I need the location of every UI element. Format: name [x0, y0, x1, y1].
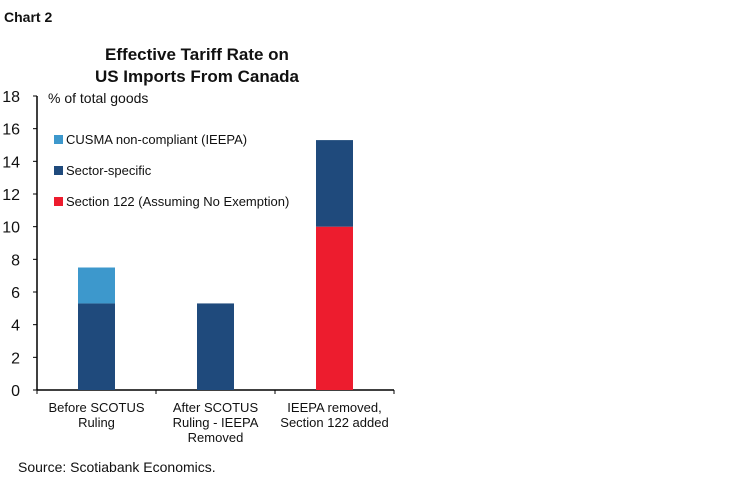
x-category-label: Section 122 added [280, 415, 388, 430]
y-tick-label: 2 [11, 350, 20, 367]
legend-label: CUSMA non-compliant (IEEPA) [66, 132, 247, 147]
y-tick-label: 12 [2, 187, 20, 204]
x-category-label: After SCOTUS [173, 400, 259, 415]
y-axis-label: % of total goods [48, 90, 148, 106]
y-tick-label: 10 [2, 220, 20, 237]
y-tick-label: 8 [11, 252, 20, 269]
chart-title-line-1: Effective Tariff Rate on [105, 45, 289, 64]
legend-swatch [54, 166, 63, 175]
y-tick-label: 18 [2, 89, 20, 106]
x-category-label: IEEPA removed, [287, 400, 381, 415]
bar-section-122-assuming-no-exemption- [316, 226, 353, 390]
x-category-label: Before SCOTUS [48, 400, 144, 415]
y-tick-label: 14 [2, 154, 20, 171]
legend-label: Section 122 (Assuming No Exemption) [66, 194, 289, 209]
source-note: Source: Scotiabank Economics. [18, 459, 216, 475]
legend-swatch [54, 135, 63, 144]
chart-title-line-2: US Imports From Canada [95, 67, 300, 86]
y-tick-label: 4 [11, 318, 20, 335]
y-tick-label: 6 [11, 285, 20, 302]
x-category-label: Removed [188, 430, 244, 445]
y-tick-label: 16 [2, 122, 20, 139]
legend-swatch [54, 197, 63, 206]
bar-sector-specific [78, 303, 115, 390]
x-category-label: Ruling - IEEPA [173, 415, 259, 430]
y-tick-label: 0 [11, 383, 20, 400]
x-category-label: Ruling [78, 415, 115, 430]
bar-sector-specific [197, 303, 234, 390]
bar-sector-specific [316, 140, 353, 227]
legend-label: Sector-specific [66, 163, 152, 178]
bar-cusma-non-compliant-ieepa- [78, 267, 115, 304]
chart-label: Chart 2 [4, 9, 52, 25]
